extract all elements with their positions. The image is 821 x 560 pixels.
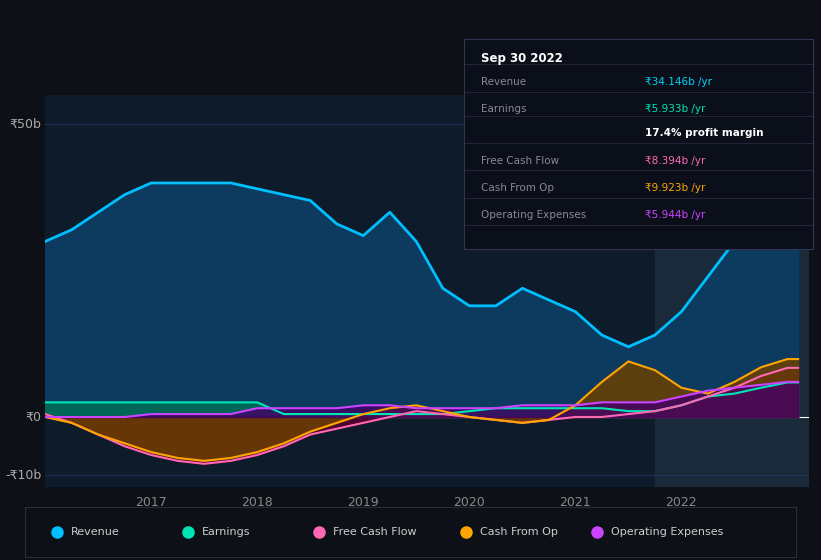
Text: ₹0: ₹0 <box>25 410 41 423</box>
Text: 17.4% profit margin: 17.4% profit margin <box>645 128 764 138</box>
Text: Earnings: Earnings <box>481 104 527 114</box>
Text: Cash From Op: Cash From Op <box>481 183 554 193</box>
Text: Revenue: Revenue <box>481 77 526 87</box>
Text: Free Cash Flow: Free Cash Flow <box>333 527 417 537</box>
Text: Earnings: Earnings <box>202 527 250 537</box>
Text: Sep 30 2022: Sep 30 2022 <box>481 52 563 65</box>
Text: ₹8.394b /yr: ₹8.394b /yr <box>645 156 706 166</box>
Text: Free Cash Flow: Free Cash Flow <box>481 156 559 166</box>
Text: ₹5.933b /yr: ₹5.933b /yr <box>645 104 706 114</box>
Bar <box>655 95 809 487</box>
Text: ₹34.146b /yr: ₹34.146b /yr <box>645 77 713 87</box>
Text: -₹10b: -₹10b <box>5 469 41 482</box>
Text: Operating Expenses: Operating Expenses <box>481 211 586 220</box>
Text: ₹5.944b /yr: ₹5.944b /yr <box>645 211 706 220</box>
Text: ₹9.923b /yr: ₹9.923b /yr <box>645 183 706 193</box>
Text: Operating Expenses: Operating Expenses <box>611 527 723 537</box>
Text: Cash From Op: Cash From Op <box>480 527 557 537</box>
Text: Revenue: Revenue <box>71 527 120 537</box>
Text: ₹50b: ₹50b <box>10 118 41 131</box>
